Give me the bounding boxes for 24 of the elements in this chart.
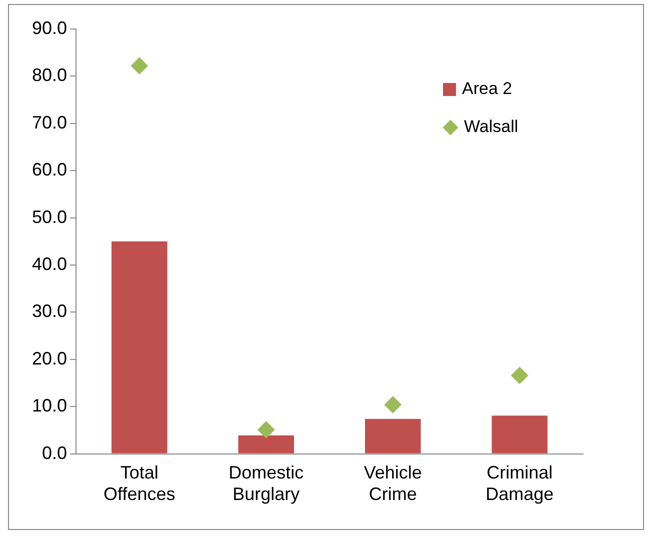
y-tick-label: 70.0 (32, 112, 68, 132)
point (130, 57, 148, 74)
x-tick-label: Vehicle Crime (364, 462, 422, 504)
x-tick-label: Total Offences (104, 462, 176, 504)
bar (365, 418, 421, 454)
x-tick-label: Criminal Damage (486, 462, 554, 504)
x-tick-label: Domestic Burglary (228, 462, 304, 504)
y-tick-label: 90.0 (32, 18, 68, 38)
bar (112, 241, 168, 454)
y-tick-label: 0.0 (42, 442, 68, 463)
y-tick-label: 60.0 (32, 160, 68, 180)
point (511, 366, 528, 384)
legend-label: Walsall (464, 117, 518, 137)
point (384, 396, 402, 414)
y-tick-label: 30.0 (32, 301, 68, 322)
y-tick-label: 80.0 (32, 65, 68, 86)
y-tick-label: 10.0 (32, 396, 68, 416)
point (258, 421, 275, 438)
y-tick-label: 20.0 (32, 348, 68, 368)
legend-label: Area 2 (462, 79, 512, 99)
bar (492, 416, 548, 454)
y-tick-label: 40.0 (32, 254, 68, 274)
y-tick-label: 50.0 (32, 206, 68, 227)
bar (238, 435, 294, 454)
